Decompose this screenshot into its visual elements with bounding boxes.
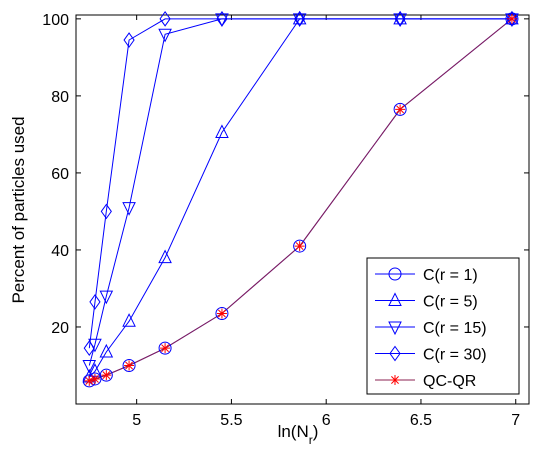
data-point: [395, 104, 406, 115]
data-point: [158, 28, 172, 43]
data-point: [294, 241, 305, 252]
legend: C(r = 1) C(r = 5) C(r = 15) C(r = 30) QC-QR: [366, 257, 520, 395]
data-point: [393, 13, 407, 27]
data-point: [124, 360, 135, 371]
legend-label: QC-QR: [423, 373, 476, 390]
legend-marker: [388, 267, 402, 281]
data-point: [394, 10, 406, 27]
data-point: [215, 306, 229, 320]
data-point: [89, 294, 101, 310]
legend-marker-symbol: [388, 321, 402, 336]
x-tick-label: 7: [511, 412, 520, 429]
legend-marker-symbol: [389, 345, 401, 362]
data-point: [83, 340, 95, 357]
y-tick-label: 80: [51, 89, 69, 106]
data-point: [216, 308, 227, 319]
data-point: [215, 13, 229, 27]
data-point: [99, 343, 114, 358]
data-point: [123, 32, 135, 48]
legend-marker: [388, 321, 402, 336]
series-markers: [82, 10, 519, 388]
series-line: [88, 18, 512, 349]
data-point: [160, 343, 171, 354]
legend-label: C(r = 30): [423, 347, 487, 364]
x-tick-label: 6.5: [410, 412, 432, 429]
data-point: [122, 202, 136, 216]
legend-label: C(r = 15): [423, 320, 487, 337]
data-point: [89, 373, 100, 384]
data-point: [393, 10, 407, 25]
data-point: [159, 10, 171, 27]
data-point: [393, 102, 407, 116]
x-tick-label: 5.5: [220, 412, 242, 429]
y-axis-title: Percent of particles used: [9, 116, 28, 303]
y-tick-label: 20: [51, 320, 69, 337]
data-point: [216, 10, 228, 27]
data-point: [215, 124, 229, 138]
data-point: [506, 10, 518, 27]
legend-marker-symbol: [388, 267, 402, 281]
x-tick-label: 6: [322, 412, 331, 429]
legend-label: C(r = 1): [423, 267, 478, 284]
legend-label: C(r = 5): [423, 294, 478, 311]
x-axis-title: ln(Nr): [278, 422, 319, 447]
series-marker-group: [83, 10, 518, 357]
data-point: [158, 249, 172, 264]
data-point: [122, 358, 136, 372]
data-point: [84, 375, 95, 386]
data-point: [158, 341, 172, 355]
data-point: [122, 313, 136, 327]
axis-ticks: 5 5.5 6 6.5 7 20 40 60 80 100: [42, 12, 529, 429]
y-tick-label: 60: [51, 166, 69, 183]
x-tick-label: 5: [132, 412, 141, 429]
y-tick-label: 100: [42, 12, 69, 29]
data-point: [100, 203, 112, 220]
data-point: [293, 239, 307, 253]
data-point: [506, 13, 517, 24]
data-point: [294, 10, 306, 27]
legend-marker-symbol: [390, 375, 400, 385]
legend-marker: [389, 345, 401, 362]
legend-box: [366, 257, 520, 395]
y-tick-label: 40: [51, 243, 69, 260]
data-point: [292, 13, 307, 27]
series-marker-group: [84, 13, 517, 386]
data-point: [99, 290, 114, 305]
legend-marker-symbol: [388, 292, 402, 306]
legend-marker: [388, 292, 402, 306]
legend-marker: [390, 375, 400, 385]
data-point: [82, 359, 97, 374]
data-point: [101, 370, 112, 381]
data-point: [292, 10, 307, 25]
